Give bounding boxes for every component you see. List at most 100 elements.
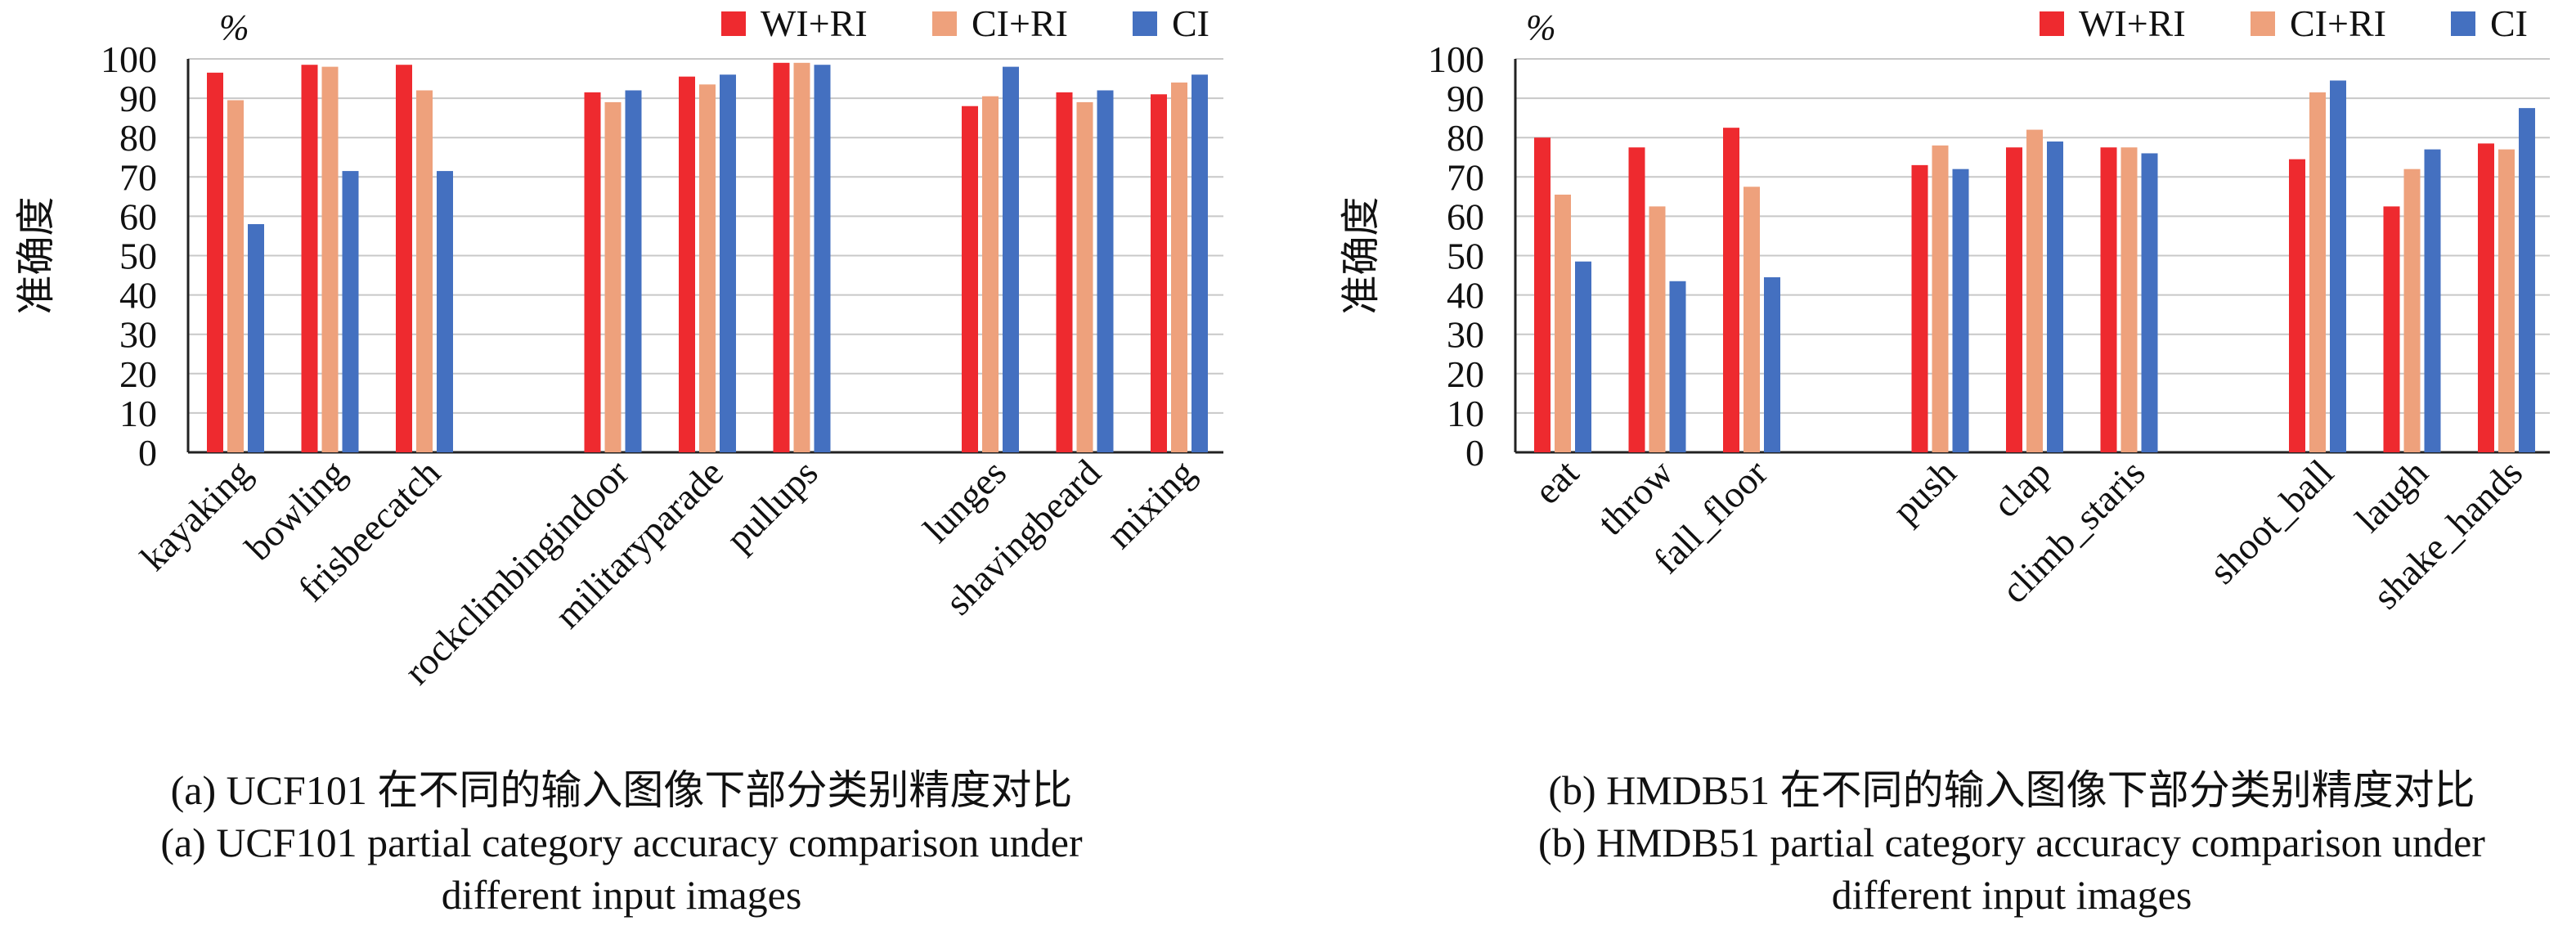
bar-wi-ri-clap	[2006, 147, 2022, 452]
bar-ci-ri-frisbeecatch	[416, 90, 433, 452]
caption-ucf101: (a) UCF101 在不同的输入图像下部分类别精度对比 (a) UCF101 …	[106, 764, 1137, 921]
caption-hmdb51: (b) HMDB51 在不同的输入图像下部分类别精度对比 (b) HMDB51 …	[1464, 764, 2560, 921]
bar-ci-mixing	[1192, 74, 1208, 453]
bar-ci-bowling	[342, 171, 359, 452]
y-tick-label: 90	[119, 78, 157, 119]
bar-wi-ri-push	[1911, 164, 1928, 452]
bar-wi-ri-laugh	[2383, 206, 2400, 452]
bar-ci-kayaking	[248, 224, 264, 452]
bar-wi-ri-shake_hands	[2478, 143, 2494, 453]
y-tick-label: 80	[1447, 117, 1484, 159]
bar-ci-ri-throw	[1649, 206, 1666, 452]
legend-label: CI+RI	[2290, 2, 2386, 44]
y-tick-label: 50	[1447, 236, 1484, 277]
caption-line-en-1: (a) UCF101 partial category accuracy com…	[160, 820, 1083, 865]
x-tick-label: clap	[1985, 452, 2058, 525]
y-axis-title: 准确度	[15, 196, 58, 314]
bar-ci-ri-kayaking	[227, 100, 244, 452]
bar-ci-ri-bowling	[321, 66, 339, 453]
bar-ci-shoot_ball	[2330, 80, 2346, 452]
bar-ci-climb_staris	[2141, 153, 2158, 452]
y-tick-label: 40	[119, 275, 157, 317]
bar-ci-ri-shavingbeard	[1076, 101, 1093, 452]
chart-panel-ucf101: 0102030405060708090100%准确度kayakingbowlin…	[15, 2, 1223, 692]
legend-label: WI+RI	[761, 2, 868, 44]
x-tick-label: mixing	[1098, 452, 1203, 556]
bar-ci-ri-pullups	[793, 62, 810, 452]
bar-wi-ri-throw	[1628, 147, 1645, 452]
caption-line-zh: (b) HMDB51 在不同的输入图像下部分类别精度对比	[1548, 767, 2475, 813]
bar-ci-ri-laugh	[2403, 168, 2421, 452]
legend-swatch	[2040, 11, 2064, 36]
bar-ci-push	[1952, 168, 1969, 452]
bar-wi-ri-kayaking	[207, 72, 223, 453]
x-tick-label: militaryparade	[546, 452, 731, 636]
bar-ci-fall_floor	[1764, 276, 1780, 452]
bar-wi-ri-mixing	[1151, 94, 1167, 452]
bar-ci-ri-eat	[1555, 194, 1571, 452]
bar-wi-ri-bowling	[301, 65, 318, 452]
bar-ci-ri-clap	[2026, 129, 2043, 452]
bar-ci-pullups	[814, 65, 831, 452]
y-tick-label: 60	[1447, 195, 1484, 237]
bar-wi-ri-shavingbeard	[1056, 92, 1073, 452]
bar-ci-ri-militaryparade	[699, 84, 716, 452]
y-tick-label: 70	[119, 156, 157, 198]
bar-wi-ri-rockclimbingindoor	[584, 92, 601, 452]
bar-ci-ri-mixing	[1171, 82, 1187, 453]
legend-swatch	[721, 11, 746, 36]
bar-ci-ri-lunges	[982, 96, 999, 452]
bar-ci-ri-rockclimbingindoor	[604, 101, 622, 452]
bar-wi-ri-fall_floor	[1723, 128, 1739, 453]
bar-ci-shavingbeard	[1097, 90, 1114, 452]
x-tick-label: laugh	[2347, 452, 2435, 540]
y-tick-label: 90	[1447, 78, 1484, 119]
x-tick-label: eat	[1526, 452, 1586, 512]
bar-ci-ri-fall_floor	[1744, 186, 1760, 452]
bar-wi-ri-shoot_ball	[2289, 159, 2305, 452]
caption-line-zh: (a) UCF101 在不同的输入图像下部分类别精度对比	[170, 767, 1073, 813]
y-tick-label: 0	[138, 432, 157, 474]
bar-ci-ri-shake_hands	[2498, 149, 2515, 452]
y-tick-label: 100	[101, 38, 157, 80]
bar-ci-laugh	[2424, 149, 2441, 452]
bar-ci-ri-climb_staris	[2120, 147, 2138, 452]
legend-swatch	[2451, 11, 2475, 36]
x-tick-label: push	[1884, 452, 1964, 532]
y-tick-label: 10	[1447, 393, 1484, 434]
y-tick-label: 60	[119, 195, 157, 237]
y-tick-label: 30	[1447, 314, 1484, 356]
y-tick-label: 100	[1428, 38, 1484, 80]
bar-ci-eat	[1575, 261, 1591, 452]
y-tick-label: 20	[119, 353, 157, 395]
y-unit-label: %	[219, 7, 249, 47]
caption-line-en-2: different input images	[1831, 872, 2192, 918]
bar-ci-shake_hands	[2519, 108, 2535, 452]
bar-ci-militaryparade	[720, 74, 736, 453]
bar-wi-ri-frisbeecatch	[396, 65, 412, 452]
x-tick-label: pullups	[718, 452, 826, 559]
legend-label: CI	[2490, 2, 2528, 44]
caption-line-en-1: (b) HMDB51 partial category accuracy com…	[1538, 820, 2485, 865]
legend-swatch	[932, 11, 957, 36]
bar-ci-ri-push	[1932, 145, 1949, 452]
legend-swatch	[2251, 11, 2275, 36]
x-tick-label: shoot_ball	[2201, 452, 2341, 592]
y-tick-label: 20	[1447, 353, 1484, 395]
y-tick-label: 10	[119, 393, 157, 434]
bar-wi-ri-militaryparade	[679, 76, 695, 453]
bar-ci-frisbeecatch	[437, 171, 453, 452]
bar-wi-ri-pullups	[773, 62, 790, 452]
bar-wi-ri-eat	[1534, 137, 1551, 452]
bar-ci-rockclimbingindoor	[625, 90, 642, 452]
legend-label: WI+RI	[2079, 2, 2186, 44]
y-tick-label: 40	[1447, 275, 1484, 317]
y-tick-label: 30	[119, 314, 157, 356]
y-tick-label: 70	[1447, 156, 1484, 198]
bar-ci-lunges	[1003, 66, 1019, 453]
caption-line-en-2: different input images	[441, 872, 802, 918]
bar-wi-ri-lunges	[962, 106, 978, 452]
bar-wi-ri-climb_staris	[2100, 147, 2117, 452]
